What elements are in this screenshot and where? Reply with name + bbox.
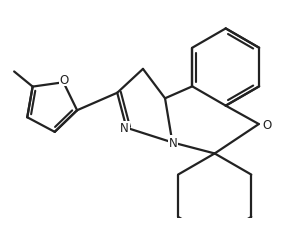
Text: N: N — [120, 122, 129, 135]
Text: O: O — [59, 74, 69, 86]
Text: O: O — [262, 118, 272, 131]
Text: N: N — [169, 136, 177, 149]
